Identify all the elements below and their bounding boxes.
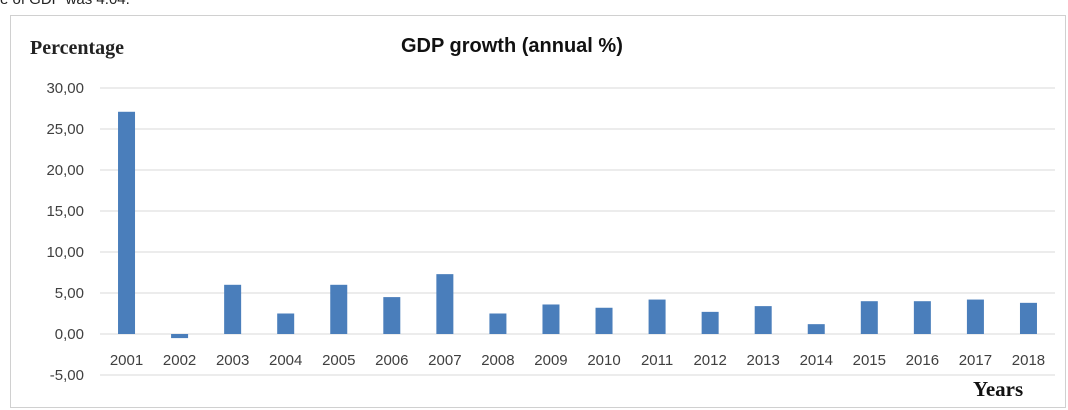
x-tick-label: 2013 — [747, 352, 780, 369]
bar-2016 — [913, 301, 931, 334]
bar-2005 — [330, 284, 348, 334]
bar-2010 — [595, 307, 613, 334]
bar-2018 — [1019, 302, 1037, 334]
x-axis-label: Years — [973, 377, 1024, 401]
bar-2001 — [118, 111, 136, 334]
x-tick-label: 2018 — [1012, 352, 1045, 369]
bar-2008 — [489, 313, 507, 334]
bar-2017 — [966, 299, 984, 334]
bar-2009 — [542, 304, 560, 334]
y-tick-label: 0,00 — [55, 326, 84, 343]
x-tick-label: 2006 — [375, 352, 408, 369]
x-tick-label: 2011 — [641, 352, 673, 369]
x-tick-label: 2002 — [163, 352, 196, 369]
y-tick-label: 20,00 — [46, 162, 84, 179]
y-tick-label: 5,00 — [55, 285, 84, 302]
bar-2015 — [860, 301, 878, 334]
bar-2011 — [648, 299, 666, 334]
bar-2002 — [171, 334, 189, 339]
x-tick-label: 2003 — [216, 352, 249, 369]
x-tick-label: 2017 — [959, 352, 992, 369]
x-tick-labels: 2001 2002 2003 2004 2005 2006 2007 2008 2009 2010… — [110, 352, 1045, 369]
context-text-snippet: e of GDP was 4.04. — [0, 0, 130, 8]
x-tick-label: 2010 — [587, 352, 620, 369]
x-tick-label: 2001 — [110, 352, 143, 369]
x-tick-label: 2009 — [534, 352, 567, 369]
x-tick-label: 2007 — [428, 352, 461, 369]
y-tick-label: 30,00 — [46, 80, 84, 97]
bar-2003 — [224, 284, 242, 334]
y-tick-label: -5,00 — [50, 367, 84, 384]
bar-2004 — [277, 313, 295, 334]
bar-2013 — [754, 306, 772, 334]
x-tick-label: 2015 — [853, 352, 886, 369]
y-tick-label: 10,00 — [46, 244, 84, 261]
gridlines — [100, 87, 1055, 376]
bar-2006 — [383, 297, 401, 334]
x-tick-label: 2005 — [322, 352, 355, 369]
bar-2007 — [436, 274, 454, 334]
x-tick-label: 2016 — [906, 352, 939, 369]
bar-2014 — [807, 324, 825, 334]
x-tick-label: 2012 — [693, 352, 726, 369]
x-tick-label: 2004 — [269, 352, 302, 369]
chart-title: GDP growth (annual %) — [401, 35, 623, 57]
x-tick-label: 2008 — [481, 352, 514, 369]
y-tick-label: 15,00 — [46, 203, 84, 220]
bars — [118, 111, 1037, 339]
y-tick-labels: -5,00 0,00 5,00 10,00 15,00 20,00 25,00 30,00 — [46, 80, 84, 384]
bar-2012 — [701, 311, 719, 334]
y-tick-label: 25,00 — [46, 121, 84, 138]
x-tick-label: 2014 — [800, 352, 833, 369]
y-axis-label: Percentage — [30, 37, 125, 59]
